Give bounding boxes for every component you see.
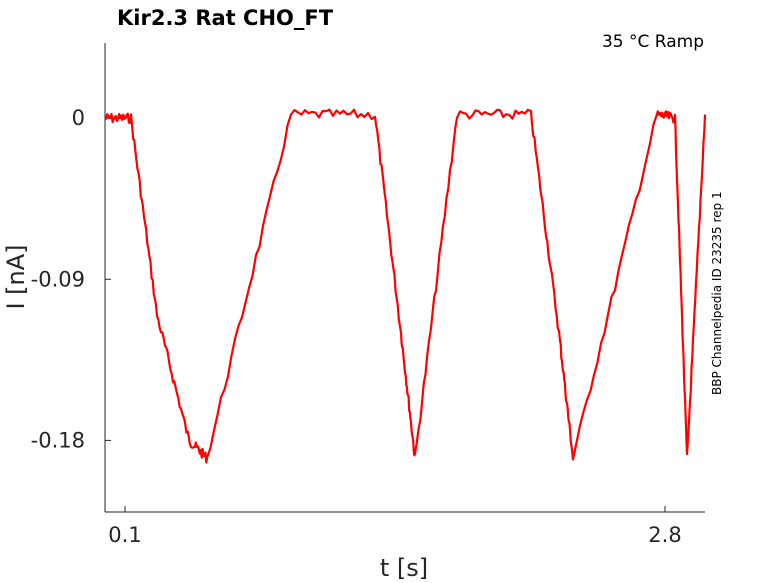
current-trace-line bbox=[104, 108, 707, 464]
x-ticks: 0.1 2.8 bbox=[108, 506, 682, 547]
y-tick-label: -0.09 bbox=[31, 267, 85, 291]
y-tick-label: -0.18 bbox=[31, 428, 85, 452]
x-tick-label: 0.1 bbox=[108, 523, 141, 547]
x-axis-label: t [s] bbox=[380, 554, 428, 582]
chart-annotation: 35 °C Ramp bbox=[602, 32, 704, 52]
x-tick-label: 2.8 bbox=[648, 523, 681, 547]
side-label: BBP Channelpedia ID 23235 rep 1 bbox=[710, 191, 724, 395]
chart-title: Kir2.3 Rat CHO_FT bbox=[117, 6, 334, 30]
y-tick-label: 0 bbox=[72, 106, 85, 130]
y-axis-label: I [nA] bbox=[2, 244, 30, 309]
y-ticks: 0 -0.09 -0.18 bbox=[31, 106, 111, 452]
